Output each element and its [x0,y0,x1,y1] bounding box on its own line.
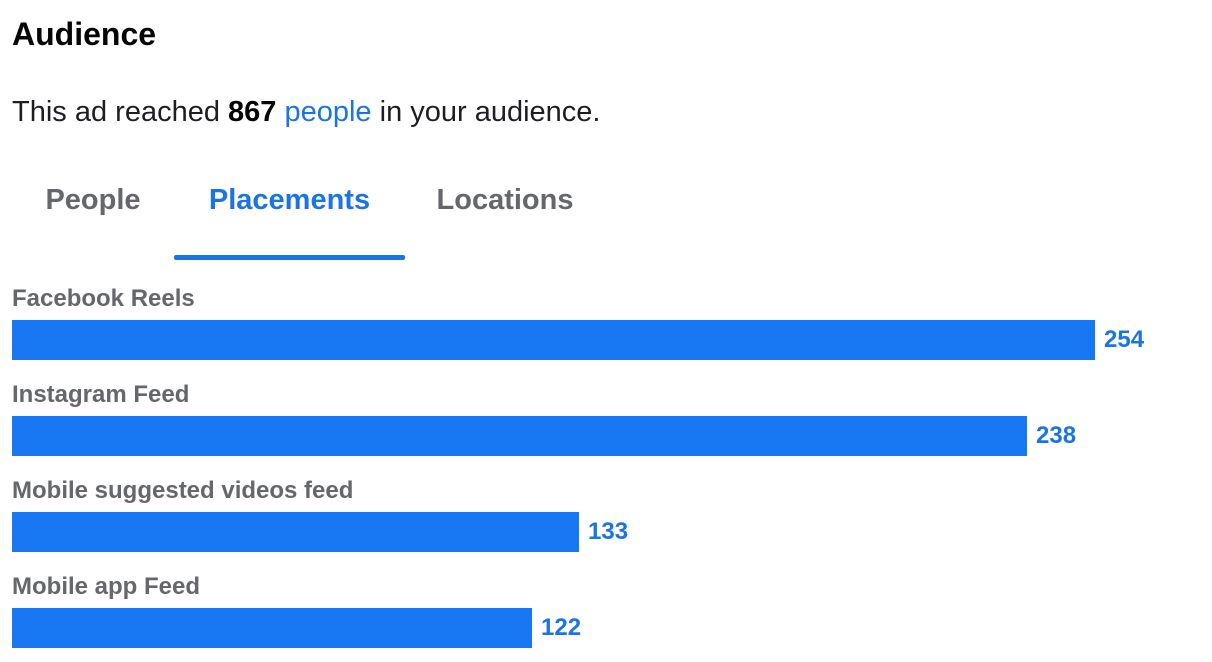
placement-label: Facebook Reels [12,285,195,312]
reach-summary: This ad reached 867 people in your audie… [12,94,601,130]
active-tab-indicator [174,255,405,260]
placement-label: Mobile app Feed [12,573,201,600]
tab-placements[interactable]: Placements [174,160,405,260]
bar [12,416,1027,456]
bar-track [12,416,1095,456]
placement-row: Mobile app Feed 122 [12,558,1200,654]
bar-track [12,608,1095,648]
bar-value-label: 238 [1036,422,1077,449]
bar-value-label: 122 [541,614,582,641]
placement-row: Mobile suggested videos feed 133 [12,462,1200,558]
bar-track [12,320,1095,360]
reach-count: 867 [228,96,277,128]
tab-locations-label: Locations [436,184,574,216]
audience-section: Audience This ad reached 867 people in y… [12,0,1200,662]
placements-bar-chart: Facebook Reels 254 Instagram Feed 238 Mobile… [12,270,1200,662]
bar-value-label: 254 [1104,326,1145,353]
placement-label: Instagram Feed [12,381,190,408]
audience-tabs: People Placements Locations [12,160,712,260]
summary-suffix: in your audience. [371,96,601,128]
bar [12,608,532,648]
people-link[interactable]: people [284,96,372,128]
tab-locations[interactable]: Locations [405,160,605,260]
tab-placements-label: Placements [208,184,371,216]
bar-value-label: 133 [588,518,629,545]
tab-people-label: People [45,184,141,216]
placement-row: Instagram Feed 238 [12,366,1200,462]
placement-row: Facebook Reels 254 [12,270,1200,366]
summary-prefix: This ad reached [12,96,229,128]
bar [12,320,1095,360]
placement-label: Mobile suggested videos feed [12,477,354,504]
bar [12,512,579,552]
section-title: Audience [12,16,157,52]
bar-track [12,512,1095,552]
tab-people[interactable]: People [12,160,174,260]
